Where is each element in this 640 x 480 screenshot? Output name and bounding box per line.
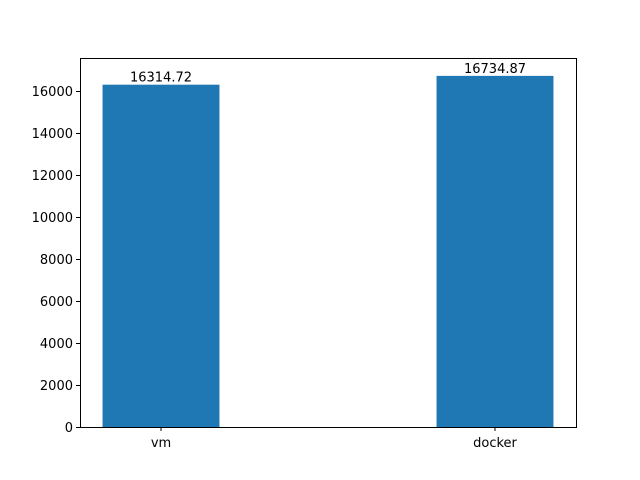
data-label-vm: 16314.72 [130, 71, 192, 86]
x-tick-label: vm [151, 436, 171, 451]
bars [102, 75, 554, 428]
data-labels: 16314.72 16734.87 [130, 62, 526, 86]
y-tick-label: 8000 [40, 253, 73, 268]
bar-vm [102, 84, 220, 428]
bar-docker [436, 75, 554, 427]
data-label-docker: 16734.87 [464, 62, 526, 77]
y-tick-label: 16000 [32, 85, 73, 100]
y-tick-label: 2000 [40, 379, 73, 394]
y-tick-label: 6000 [40, 295, 73, 310]
x-axis: vm docker [151, 427, 518, 451]
plot-frame [80, 58, 577, 428]
y-tick-label: 4000 [40, 337, 73, 352]
y-tick-label: 0 [65, 421, 73, 436]
y-tick-label: 12000 [32, 169, 73, 184]
x-tick-label: docker [473, 436, 517, 451]
y-axis: 0 2000 4000 6000 8000 10000 12000 14000 16000 [32, 85, 80, 436]
y-tick-label: 10000 [32, 211, 73, 226]
y-tick-label: 14000 [32, 127, 73, 142]
